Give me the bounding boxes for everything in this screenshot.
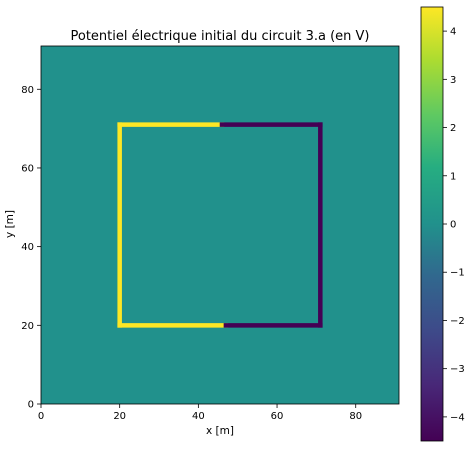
y-tick-label: 80 [21,85,34,96]
colorbar: 4 3 2 1 0 −1 −2 −3 −4 [420,6,465,442]
colorbar-tick-label: 1 [450,171,456,182]
x-tick-label: 40 [192,411,205,422]
chart-title: Potentiel électrique initial du circuit … [70,29,369,44]
circuit-segments [117,122,323,328]
y-tick-label: 20 [21,321,34,332]
colorbar-gradient [420,6,444,442]
x-axis: 0 20 40 60 80 [38,404,362,422]
colorbar-tick-label: −3 [450,364,465,375]
x-tick-label: 60 [271,411,284,422]
colorbar-tick-label: −4 [450,412,465,423]
y-axis-label: y [m] [4,210,16,238]
potential-field [41,46,399,404]
plot-area [40,45,400,405]
y-tick-label: 40 [21,242,34,253]
plot-frame [40,45,400,405]
colorbar-tick-label: 2 [450,123,456,134]
colorbar-tick-label: 0 [450,220,456,231]
y-tick-label: 60 [21,163,34,174]
colorbar-tick-label: −2 [450,316,465,327]
colorbar-tick-label: 3 [450,75,456,86]
x-tick-label: 20 [113,411,126,422]
colorbar-tick-label: 4 [450,27,456,38]
colorbar-tick-label: −1 [450,268,465,279]
x-tick-label: 0 [38,411,44,422]
y-axis: 0 20 40 60 80 [21,85,41,411]
x-tick-label: 80 [349,411,362,422]
x-axis-label: x [m] [206,425,234,437]
y-tick-label: 0 [28,400,34,411]
